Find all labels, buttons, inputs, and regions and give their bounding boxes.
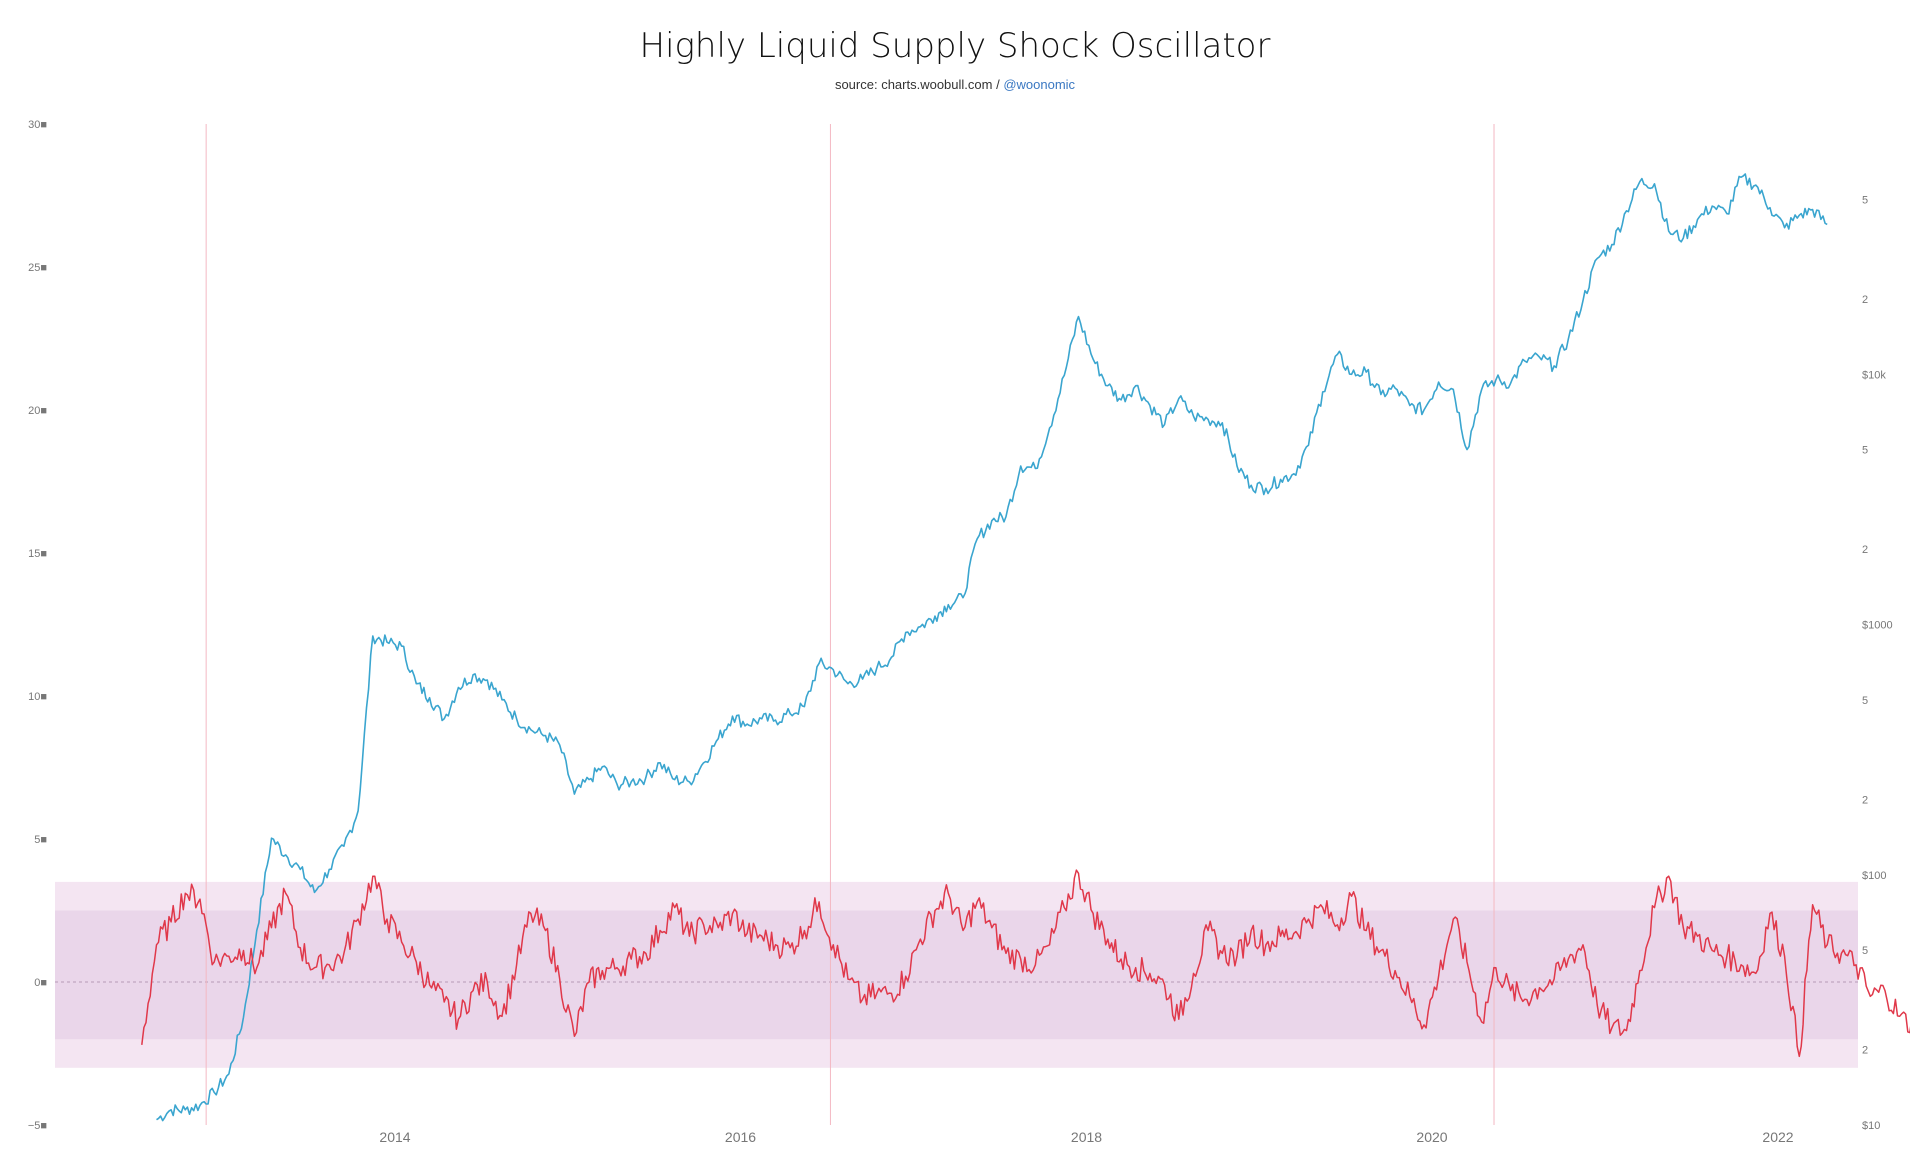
- subtitle-handle-link[interactable]: @woonomic: [1003, 77, 1076, 92]
- y-right-tick-label: $10: [1862, 1120, 1880, 1132]
- y-left-tick-label: 20■: [28, 405, 47, 417]
- y-right-tick-label: 2: [1862, 794, 1868, 806]
- price-line: [156, 173, 1828, 1122]
- y-right-tick-label: $100: [1862, 870, 1886, 882]
- y-right-tick-label: 2: [1862, 1045, 1868, 1057]
- x-tick-label: 2016: [725, 1129, 756, 1145]
- y-right-tick-label: 2: [1862, 294, 1868, 306]
- y-right-tick-label: 5: [1862, 695, 1868, 707]
- y-right-tick-label: 5: [1862, 945, 1868, 957]
- y-right-tick-label: 5: [1862, 445, 1868, 457]
- x-tick-label: 2018: [1071, 1129, 1102, 1145]
- series-group: [141, 173, 1910, 1122]
- x-tick-label: 2022: [1762, 1129, 1793, 1145]
- y-left-tick-label: −5■: [28, 1120, 47, 1132]
- y-left-tick-label: 10■: [28, 691, 47, 703]
- chart-title: Highly Liquid Supply Shock Oscillator: [639, 26, 1271, 66]
- y-left-tick-label: 0■: [34, 977, 47, 989]
- axes-group: 30■ 25■ 20■ 15■ 10■ 5■ 0■ −5■ 5 2 $10k 5 2 $1000 5 2 $10…: [28, 119, 1893, 1145]
- y-right-tick-label: 2: [1862, 544, 1868, 556]
- y-left-tick-label: 15■: [28, 548, 47, 560]
- oscillator-line: [141, 869, 1910, 1058]
- halving-lines: [205, 124, 1495, 1125]
- y-left-tick-label: 5■: [34, 834, 47, 846]
- y-right-tick-label: $10k: [1862, 369, 1886, 381]
- oscillator-bands: [55, 881, 1858, 1068]
- x-tick-label: 2014: [379, 1129, 410, 1145]
- x-tick-label: 2020: [1416, 1129, 1447, 1145]
- chart-subtitle: source: charts.woobull.com / @woonomic: [0, 77, 1910, 92]
- y-right-tick-label: 5: [1862, 194, 1868, 206]
- y-left-tick-label: 25■: [28, 262, 47, 274]
- y-right-tick-label: $1000: [1862, 620, 1893, 632]
- band-inner: [55, 910, 1858, 1040]
- y-left-tick-label: 30■: [28, 119, 47, 131]
- subtitle-source: source: charts.woobull.com /: [834, 77, 1000, 92]
